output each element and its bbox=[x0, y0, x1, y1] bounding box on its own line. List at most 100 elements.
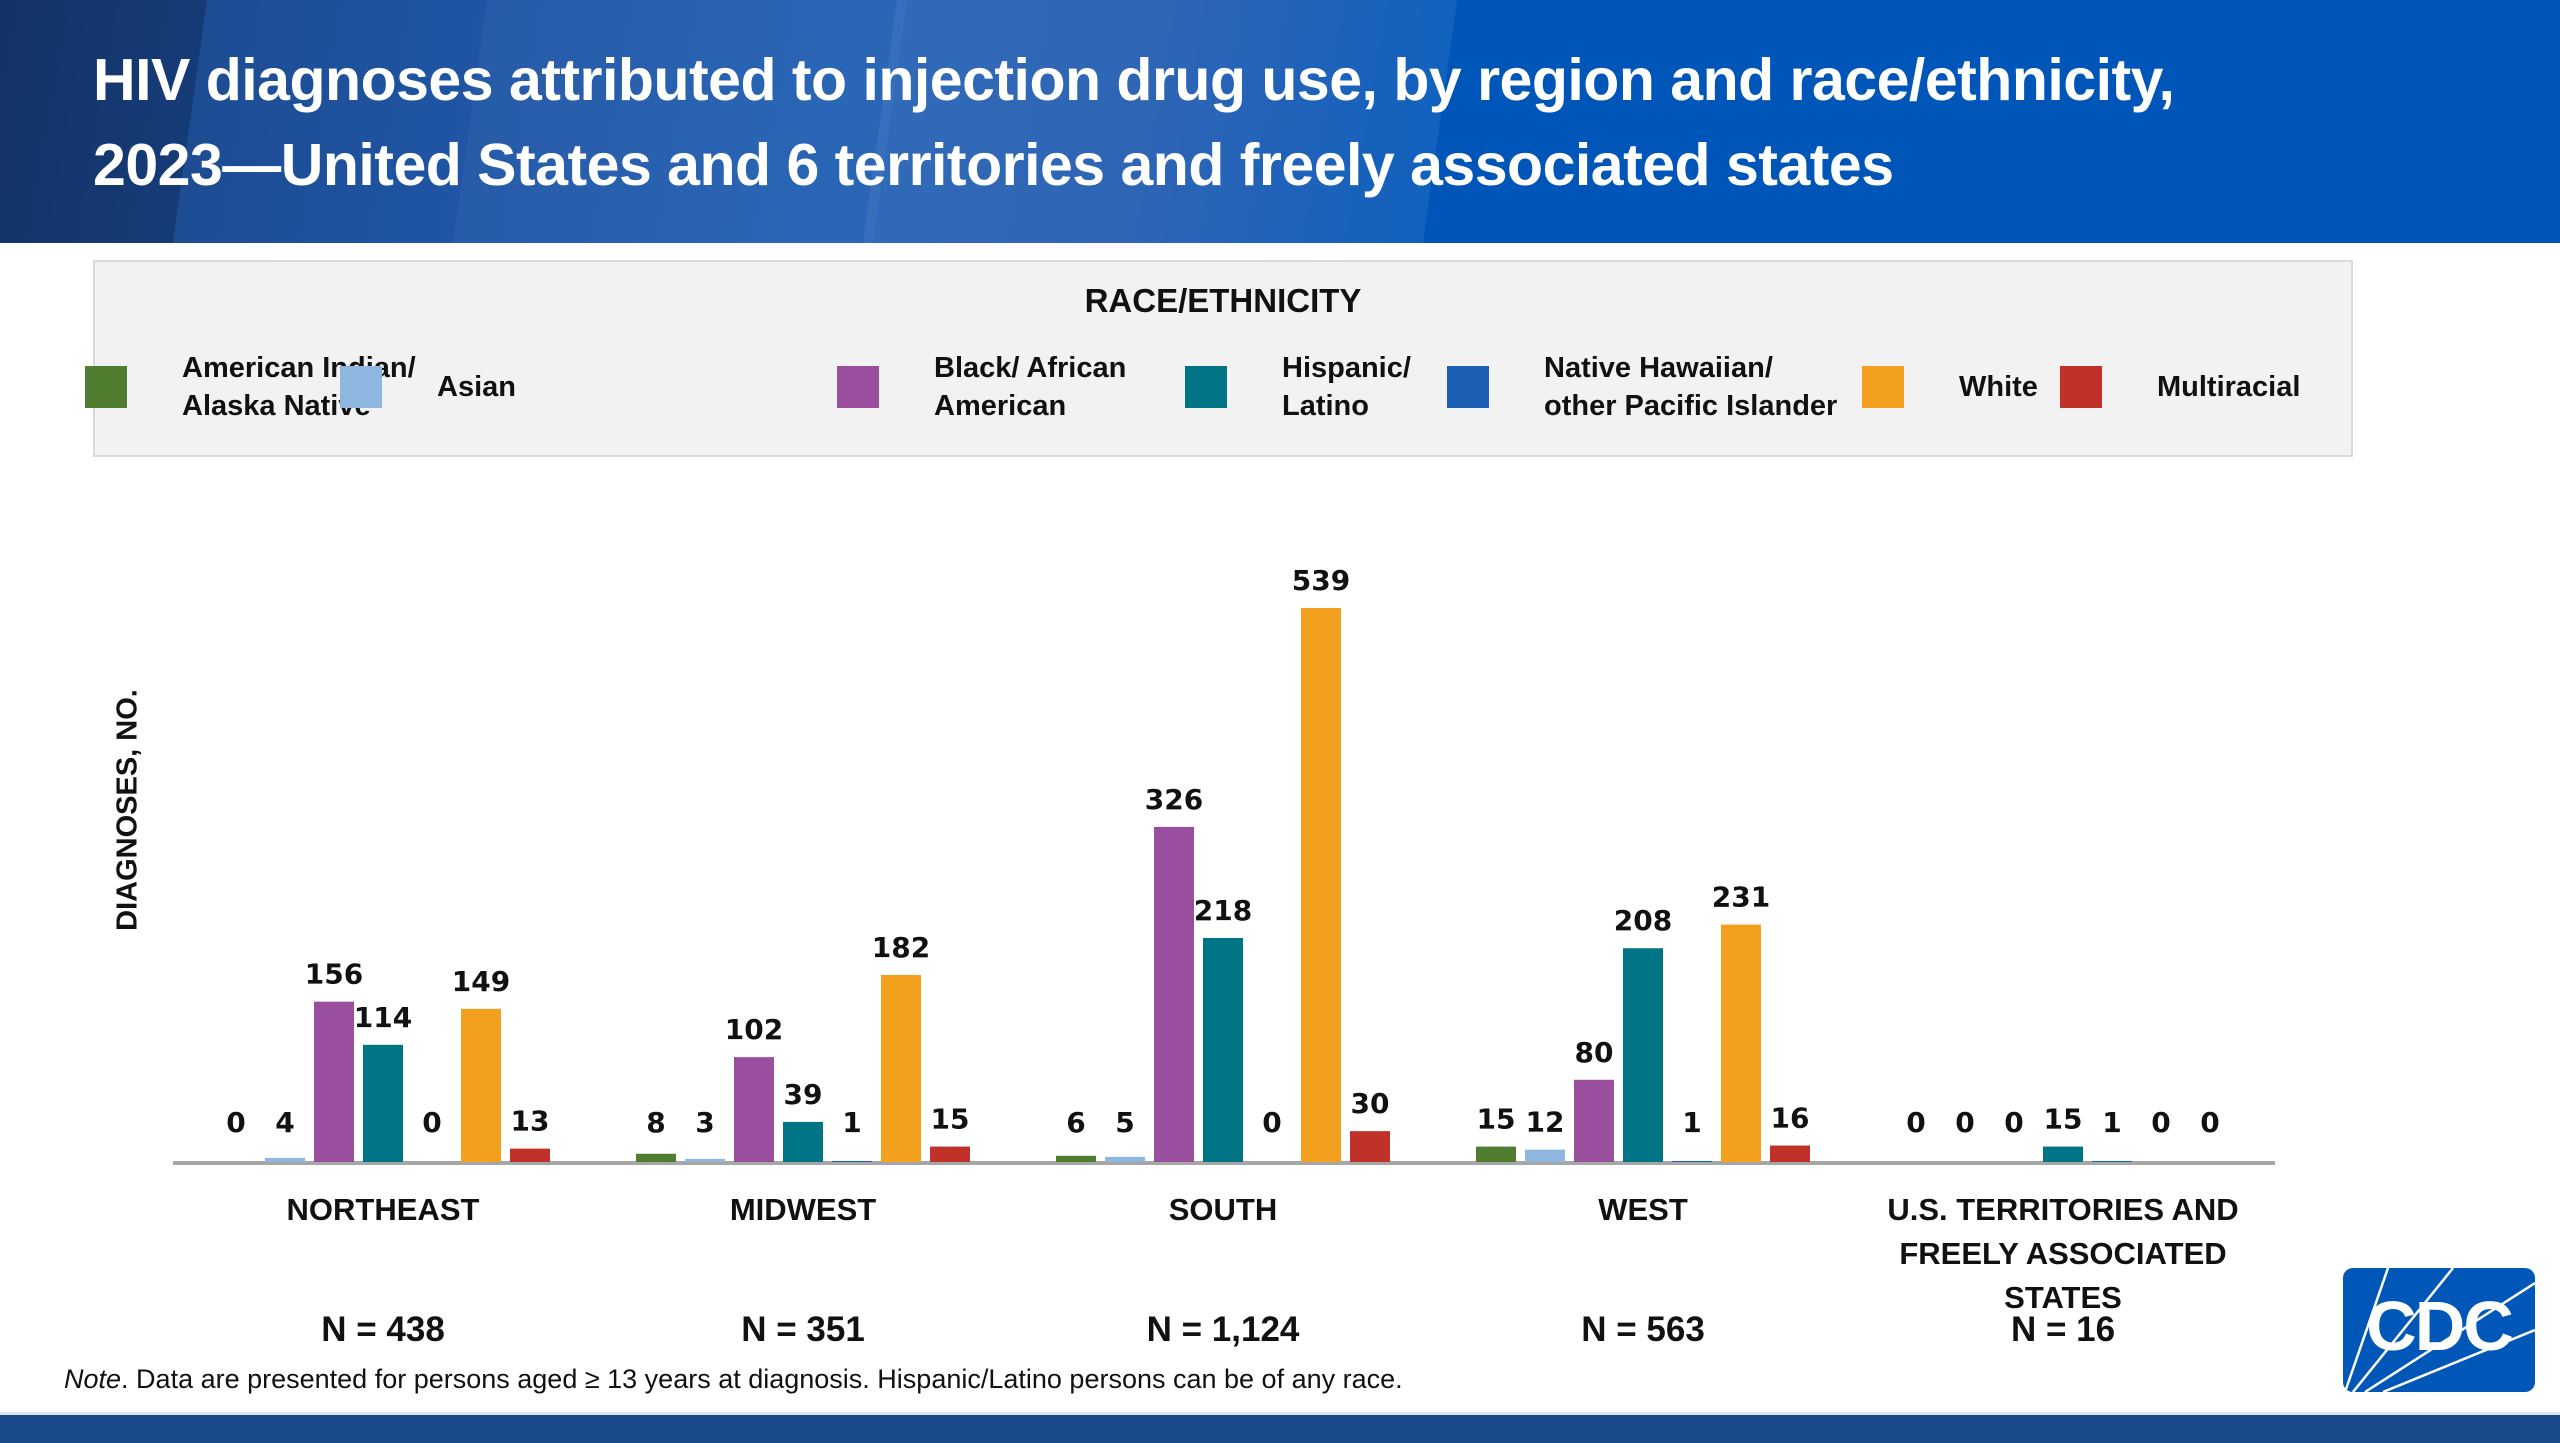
bar bbox=[636, 1153, 676, 1162]
data-label: 0 bbox=[2151, 1106, 2170, 1139]
data-label: 156 bbox=[305, 958, 363, 991]
legend-item-native-hawaiian: Native Hawaiian/ other Pacific Islander bbox=[1447, 342, 1837, 432]
purple-square-icon bbox=[837, 366, 879, 408]
bar bbox=[2043, 1146, 2083, 1162]
bar bbox=[1350, 1131, 1390, 1162]
bar bbox=[1525, 1149, 1565, 1162]
data-label: 0 bbox=[1906, 1106, 1925, 1139]
bar bbox=[1154, 826, 1194, 1162]
logo-rays-icon bbox=[2343, 1268, 2535, 1392]
bar bbox=[1672, 1160, 1712, 1162]
data-label: 39 bbox=[784, 1078, 823, 1111]
data-label: 13 bbox=[511, 1105, 550, 1138]
header-banner: HIV diagnoses attributed to injection dr… bbox=[0, 0, 2560, 243]
legend-item-hispanic: Hispanic/ Latino bbox=[1185, 342, 1411, 432]
bar bbox=[832, 1160, 872, 1162]
data-label: 0 bbox=[1262, 1106, 1281, 1139]
data-label: 1 bbox=[842, 1106, 861, 1139]
total-label: N = 438 bbox=[321, 1310, 445, 1349]
bar bbox=[783, 1121, 823, 1162]
data-label: 102 bbox=[725, 1013, 783, 1046]
bar bbox=[1301, 608, 1341, 1162]
legend-label: Hispanic/ Latino bbox=[1282, 352, 1411, 422]
legend-item-multiracial: Multiracial bbox=[2060, 342, 2300, 432]
data-label: 0 bbox=[1955, 1106, 1974, 1139]
category-label: SOUTH bbox=[1168, 1192, 1278, 1227]
bar bbox=[363, 1044, 403, 1162]
data-label: 30 bbox=[1351, 1087, 1390, 1120]
bar bbox=[930, 1146, 970, 1162]
total-label: N = 1,124 bbox=[1146, 1310, 1300, 1349]
footer-bar bbox=[0, 1412, 2560, 1443]
data-label: 16 bbox=[1771, 1102, 1810, 1135]
red-square-icon bbox=[2060, 366, 2102, 408]
orange-square-icon bbox=[1862, 366, 1904, 408]
bar bbox=[2092, 1160, 2132, 1162]
data-label: 15 bbox=[2044, 1103, 2083, 1136]
bar bbox=[510, 1148, 550, 1162]
bar bbox=[1770, 1145, 1810, 1162]
data-label: 6 bbox=[1066, 1106, 1085, 1139]
data-label: 12 bbox=[1526, 1106, 1565, 1139]
legend-item-asian: Asian bbox=[340, 342, 516, 432]
data-label: 0 bbox=[422, 1106, 441, 1139]
data-label: 182 bbox=[872, 931, 930, 964]
bar bbox=[1476, 1146, 1516, 1162]
blue-square-icon bbox=[1447, 366, 1489, 408]
data-label: 0 bbox=[226, 1106, 245, 1139]
data-label: 539 bbox=[1292, 564, 1350, 597]
category-label: WEST bbox=[1598, 1192, 1688, 1227]
category-label: MIDWEST bbox=[729, 1192, 877, 1227]
data-label: 114 bbox=[354, 1001, 412, 1034]
legend-item-white: White bbox=[1862, 342, 2038, 432]
data-label: 1 bbox=[2102, 1106, 2121, 1139]
bar bbox=[1623, 948, 1663, 1162]
bar bbox=[1105, 1156, 1145, 1162]
data-label: 208 bbox=[1614, 904, 1672, 937]
total-label: N = 563 bbox=[1581, 1310, 1705, 1349]
total-label: N = 351 bbox=[741, 1310, 865, 1349]
category-label: U.S. TERRITORIES AND FREELY ASSOCIATED S… bbox=[1887, 1192, 2239, 1315]
bar bbox=[1721, 924, 1761, 1162]
data-label: 4 bbox=[275, 1106, 294, 1139]
data-label: 218 bbox=[1194, 894, 1252, 927]
bar bbox=[1056, 1155, 1096, 1162]
data-label: 15 bbox=[931, 1103, 970, 1136]
chart-legend: RACE/ETHNICITY American Indian/ Alaska N… bbox=[85, 260, 2353, 457]
legend-label: Black/ African American bbox=[934, 352, 1127, 422]
page-title: HIV diagnoses attributed to injection dr… bbox=[93, 38, 2493, 208]
bar bbox=[265, 1157, 305, 1162]
logo-text: CDC bbox=[2366, 1287, 2514, 1365]
data-label: 0 bbox=[2004, 1106, 2023, 1139]
bar bbox=[1203, 937, 1243, 1162]
legend-label: Native Hawaiian/ other Pacific Islander bbox=[1544, 352, 1838, 422]
legend-label: Asian bbox=[437, 371, 516, 403]
green-square-icon bbox=[85, 366, 127, 408]
bar bbox=[314, 1001, 354, 1162]
bar bbox=[1574, 1079, 1614, 1162]
note-prefix: Note bbox=[64, 1364, 122, 1394]
data-label: 3 bbox=[695, 1106, 714, 1139]
data-label: 231 bbox=[1712, 881, 1770, 914]
bar bbox=[461, 1008, 501, 1162]
bar bbox=[881, 974, 921, 1162]
light-blue-square-icon bbox=[340, 366, 382, 408]
category-label: NORTHEAST bbox=[286, 1192, 480, 1227]
data-label: 326 bbox=[1145, 783, 1203, 816]
legend-title: RACE/ETHNICITY bbox=[1084, 282, 1362, 319]
teal-square-icon bbox=[1185, 366, 1227, 408]
legend-item-black: Black/ African American bbox=[837, 342, 1126, 432]
legend-label: White bbox=[1959, 371, 2038, 403]
title-line-2: 2023—United States and 6 territories and… bbox=[93, 132, 1894, 198]
data-label: 5 bbox=[1115, 1106, 1134, 1139]
data-label: 1 bbox=[1682, 1106, 1701, 1139]
data-label: 8 bbox=[646, 1106, 665, 1139]
data-label: 80 bbox=[1575, 1036, 1614, 1069]
data-label: 149 bbox=[452, 965, 510, 998]
note-text: . Data are presented for persons aged ≥ … bbox=[121, 1364, 1403, 1394]
cdc-logo: CDC bbox=[2343, 1268, 2535, 1392]
data-label: 15 bbox=[1477, 1103, 1516, 1136]
data-label: 0 bbox=[2200, 1106, 2219, 1139]
bar bbox=[685, 1158, 725, 1162]
